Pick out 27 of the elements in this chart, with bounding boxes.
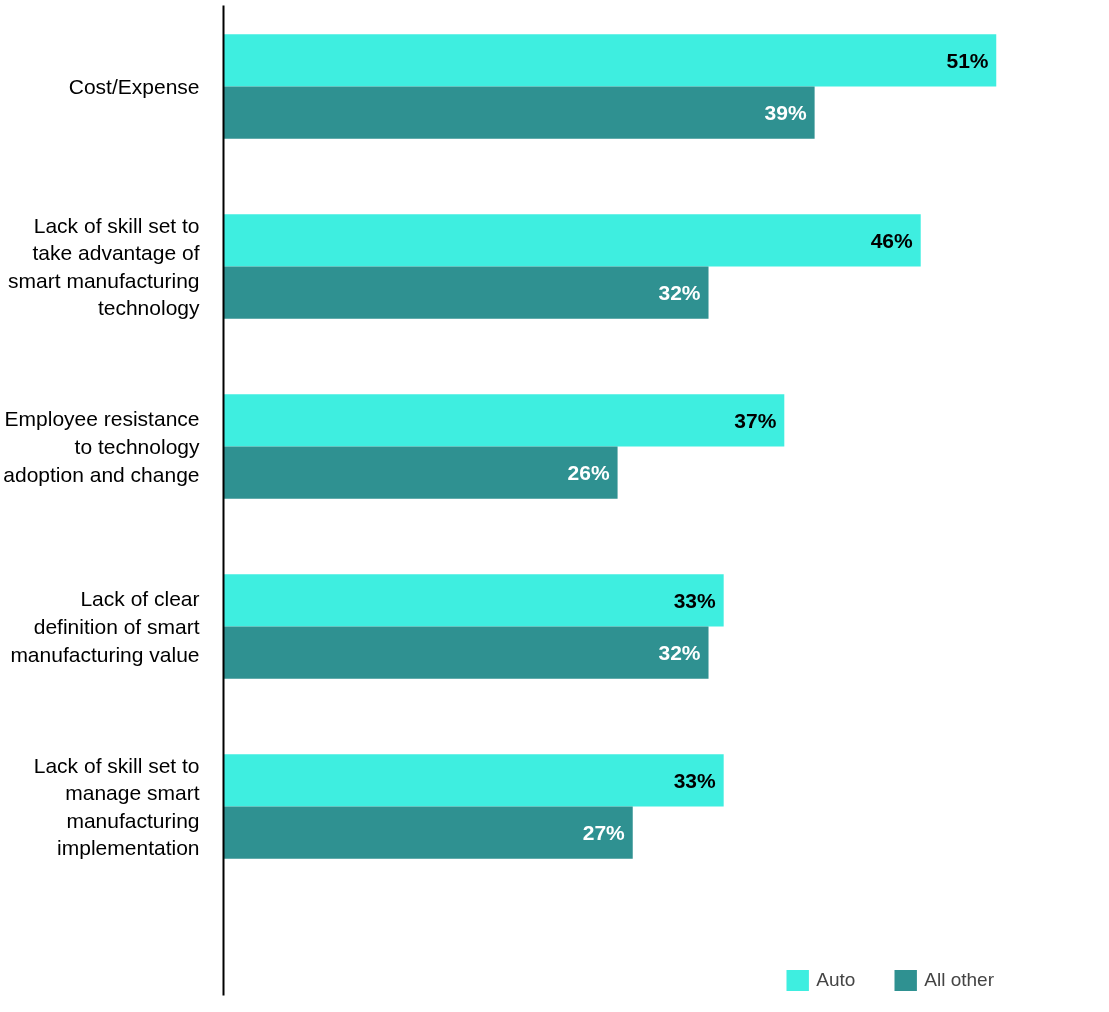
bar bbox=[223, 754, 724, 807]
data-label: 26% bbox=[567, 461, 610, 485]
data-label: 46% bbox=[870, 228, 914, 252]
bar bbox=[223, 574, 724, 627]
legend-label: All other bbox=[924, 969, 994, 991]
y-tick-label: Lack of skill set to manage smart manufacturing implementation bbox=[33, 753, 200, 860]
bar bbox=[223, 266, 709, 319]
y-tick-label: Cost/Expense bbox=[68, 75, 200, 98]
legend-label: Auto bbox=[816, 969, 856, 991]
bar bbox=[223, 34, 997, 87]
data-label: 32% bbox=[658, 641, 701, 665]
data-label: 37% bbox=[734, 408, 777, 432]
y-tick-label: Employee resistance to technology adoption and change bbox=[3, 407, 200, 486]
bar bbox=[223, 394, 785, 447]
bar bbox=[223, 446, 618, 499]
data-label: 32% bbox=[658, 281, 701, 305]
data-label: 33% bbox=[673, 588, 716, 612]
data-label: 39% bbox=[764, 101, 807, 125]
bar bbox=[223, 626, 709, 679]
bar bbox=[223, 214, 921, 267]
data-label: 33% bbox=[673, 768, 716, 792]
y-tick-label: Lack of clear definition of smart manufacturing value bbox=[10, 587, 200, 666]
bar bbox=[223, 806, 633, 859]
data-label: 27% bbox=[582, 821, 626, 845]
y-tick-label: Lack of skill set to take advantage of smart manufacturing technology bbox=[8, 213, 200, 320]
data-label: 51% bbox=[946, 48, 989, 72]
bar bbox=[223, 86, 815, 139]
